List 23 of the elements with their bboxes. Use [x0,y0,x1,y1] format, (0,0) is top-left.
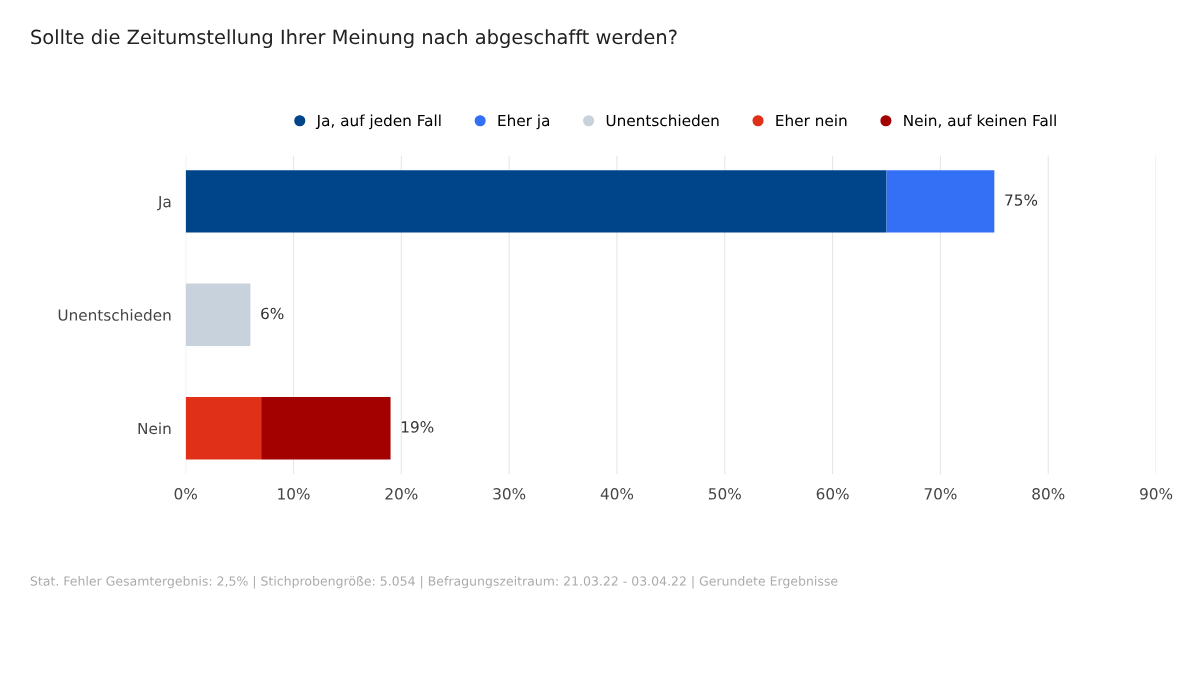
legend-label: Nein, auf keinen Fall [904,114,1056,128]
total-label: 19% [401,421,434,433]
x-tick-label: 80% [1032,488,1065,500]
legend-label: Eher nein [776,114,847,127]
x-tick-label: 90% [1140,488,1173,500]
x-tick-label: 20% [385,488,418,500]
x-tick-label: 10% [278,488,310,500]
y-tick-label: Unentschieden [58,309,171,321]
total-label: 6% [261,307,284,320]
x-tick-label: 0% [174,488,197,500]
x-tick-label: 40% [600,488,634,500]
chart-title: Sollte die Zeitumstellung Ihrer Meinung nach abgeschafft werden? [31,29,677,49]
x-tick-label: 30% [493,488,526,500]
total-label: 75% [1005,194,1038,206]
y-tick-label: Ja [157,196,171,211]
x-tick-label: 70% [924,488,957,500]
text: Stat. Fehler Gesamtergebnis: 2,5% | Stichprobengröße: 5.054 | Befragungszeitraum: 21.03.22 - 03.04.22 | Gerundete Ergebnisse [30,576,838,589]
x-tick-label: 50% [708,488,741,500]
x-tick-label: 60% [816,488,849,500]
legend-label: Eher ja [498,114,550,130]
legend-label: Unentschieden [606,114,719,127]
y-tick-label: Nein [138,422,171,435]
legend-label: Ja, auf jeden Fall [315,114,441,130]
